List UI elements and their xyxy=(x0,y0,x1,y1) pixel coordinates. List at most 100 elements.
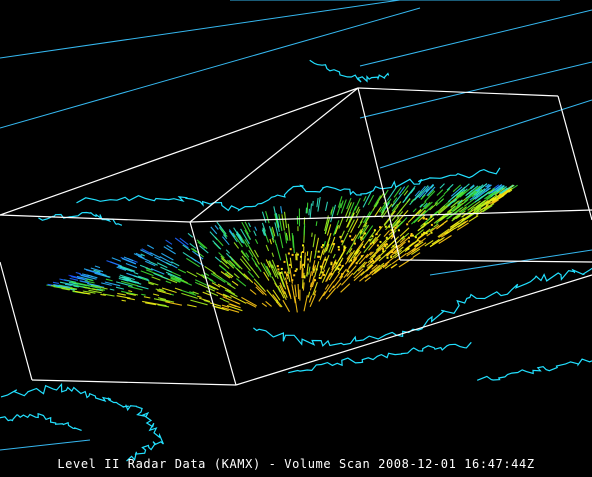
box-edge xyxy=(189,221,237,386)
echo-streak xyxy=(59,278,68,282)
echo-streak xyxy=(450,200,460,209)
echo-streak xyxy=(83,284,102,289)
echo-streak xyxy=(312,234,316,248)
echo-streak xyxy=(374,267,383,274)
echo-streak xyxy=(457,199,463,205)
echo-streak xyxy=(147,244,155,250)
echo-streak xyxy=(250,267,260,279)
echo-streak xyxy=(147,281,159,286)
echo-streak xyxy=(423,202,428,208)
echo-streak xyxy=(348,248,353,253)
echo-streak xyxy=(303,223,306,236)
echo-streak xyxy=(353,268,364,279)
echo-streak xyxy=(82,290,96,294)
echo-core-speck xyxy=(391,251,393,254)
echo-streak xyxy=(318,291,326,302)
echo-core-speck xyxy=(317,255,320,258)
echo-streak xyxy=(369,251,374,256)
echo-streak xyxy=(382,263,388,269)
echo-streak xyxy=(249,289,257,295)
echo-streak xyxy=(373,206,382,218)
echo-streak xyxy=(109,288,115,291)
echo-streak xyxy=(244,229,251,240)
echo-streak xyxy=(412,208,417,213)
echo-streak xyxy=(429,202,439,211)
echo-streak xyxy=(455,191,462,197)
echo-streak xyxy=(401,232,410,240)
echo-streak xyxy=(100,288,106,291)
echo-streak xyxy=(236,268,249,280)
echo-streak xyxy=(386,236,400,249)
echo-streak xyxy=(315,221,318,226)
echo-core-speck xyxy=(382,250,385,253)
echo-streak xyxy=(340,199,347,214)
echo-streak xyxy=(435,198,445,207)
echo-streak xyxy=(192,250,204,260)
echo-streak xyxy=(346,258,358,272)
echo-streak xyxy=(269,238,273,245)
echo-streak xyxy=(324,217,331,235)
echo-core-speck xyxy=(354,242,356,245)
echo-core-speck xyxy=(430,223,433,226)
echo-core-speck xyxy=(295,268,298,271)
echo-streak xyxy=(231,280,239,286)
echo-streak xyxy=(284,277,288,285)
echo-streak xyxy=(485,202,491,206)
echo-streak xyxy=(253,230,257,237)
echo-streak xyxy=(119,274,135,281)
echo-core-speck xyxy=(425,218,428,220)
echo-streak xyxy=(83,268,101,274)
echo-streak xyxy=(417,233,426,241)
echo-streak xyxy=(52,281,60,284)
echo-streak xyxy=(119,265,136,272)
echo-streak xyxy=(383,230,390,237)
echo-streak xyxy=(170,263,178,269)
echo-core-speck xyxy=(410,234,412,237)
echo-streak xyxy=(51,284,56,287)
echo-core-speck xyxy=(394,226,397,229)
echo-streak xyxy=(499,194,505,199)
echo-streak xyxy=(121,299,126,302)
echo-streak xyxy=(224,289,238,298)
echo-streak xyxy=(301,279,304,289)
echo-streak xyxy=(121,257,137,265)
echo-streak xyxy=(353,270,365,282)
echo-streak xyxy=(390,205,399,216)
echo-streak xyxy=(482,205,493,213)
echo-streak xyxy=(228,229,236,238)
echo-streak xyxy=(240,250,247,258)
echo-streak xyxy=(201,273,214,282)
echo-streak xyxy=(203,299,210,303)
echo-core-speck xyxy=(341,273,344,276)
echo-streak xyxy=(70,288,75,291)
echo-streak xyxy=(244,239,252,251)
echo-core-speck xyxy=(318,255,321,258)
echo-streak xyxy=(235,301,241,305)
echo-streak xyxy=(352,234,357,241)
echo-streak xyxy=(466,189,473,196)
echo-streak xyxy=(170,277,181,283)
echo-streak xyxy=(174,237,189,249)
echo-core-speck xyxy=(337,246,340,248)
echo-streak xyxy=(105,278,113,282)
echo-streak xyxy=(262,227,267,236)
echo-streak xyxy=(363,196,367,202)
echo-streak xyxy=(268,260,277,278)
echo-streak xyxy=(437,228,450,238)
echo-streak xyxy=(417,223,426,232)
echo-streak xyxy=(171,275,185,282)
echo-streak xyxy=(59,281,75,286)
echo-streak xyxy=(372,196,382,211)
echo-core-speck xyxy=(384,225,387,228)
echo-streak xyxy=(315,237,320,253)
echo-streak xyxy=(341,232,349,246)
echo-streak xyxy=(241,249,250,261)
echo-streak xyxy=(137,255,151,262)
echo-streak xyxy=(302,268,304,279)
echo-streak xyxy=(159,256,173,264)
echo-streak xyxy=(194,279,208,286)
echo-core-speck xyxy=(421,233,424,236)
echo-streak xyxy=(480,197,495,207)
